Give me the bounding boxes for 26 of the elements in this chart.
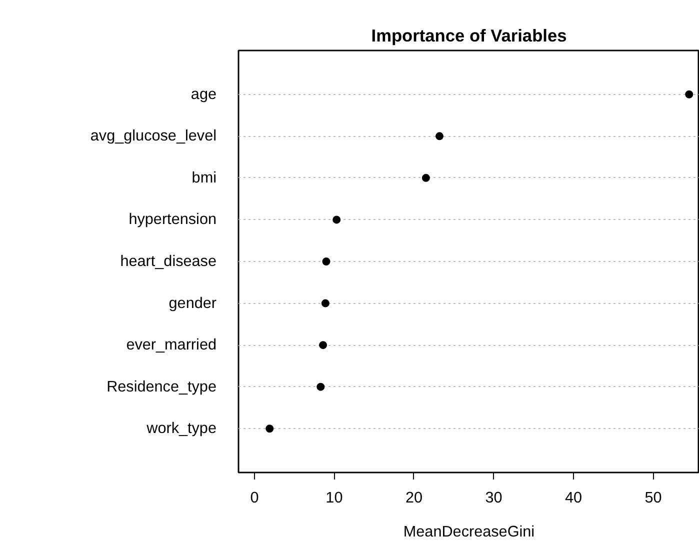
point <box>266 424 274 433</box>
point <box>435 132 444 140</box>
x-tick-label: 50 <box>644 490 662 506</box>
y-tick-label: gender <box>168 294 217 312</box>
y-tick-label: avg_glucose_level <box>90 128 217 145</box>
x-axis-title: MeanDecreaseGini <box>403 524 535 540</box>
chart-title: Importance of Variables <box>371 26 567 46</box>
x-tick-label: 30 <box>485 490 502 506</box>
point <box>685 90 694 98</box>
y-tick-label: ever_married <box>126 336 217 354</box>
x-tick-label: 20 <box>405 490 423 506</box>
x-tick-label: 10 <box>326 490 343 506</box>
y-tick-label: age <box>190 86 217 103</box>
y-tick-label: Residence_type <box>106 378 217 396</box>
y-tick-label: bmi <box>192 169 217 186</box>
x-tick-label: 0 <box>250 490 259 506</box>
point <box>332 216 341 224</box>
point <box>422 174 430 182</box>
y-tick-label: hypertension <box>128 211 217 228</box>
point <box>316 382 325 391</box>
y-tick-label: work_type <box>146 420 217 438</box>
point <box>321 299 330 308</box>
y-tick-label: heart_disease <box>120 253 216 270</box>
x-tick-label: 40 <box>564 490 582 506</box>
point <box>319 341 328 350</box>
point <box>322 258 330 266</box>
